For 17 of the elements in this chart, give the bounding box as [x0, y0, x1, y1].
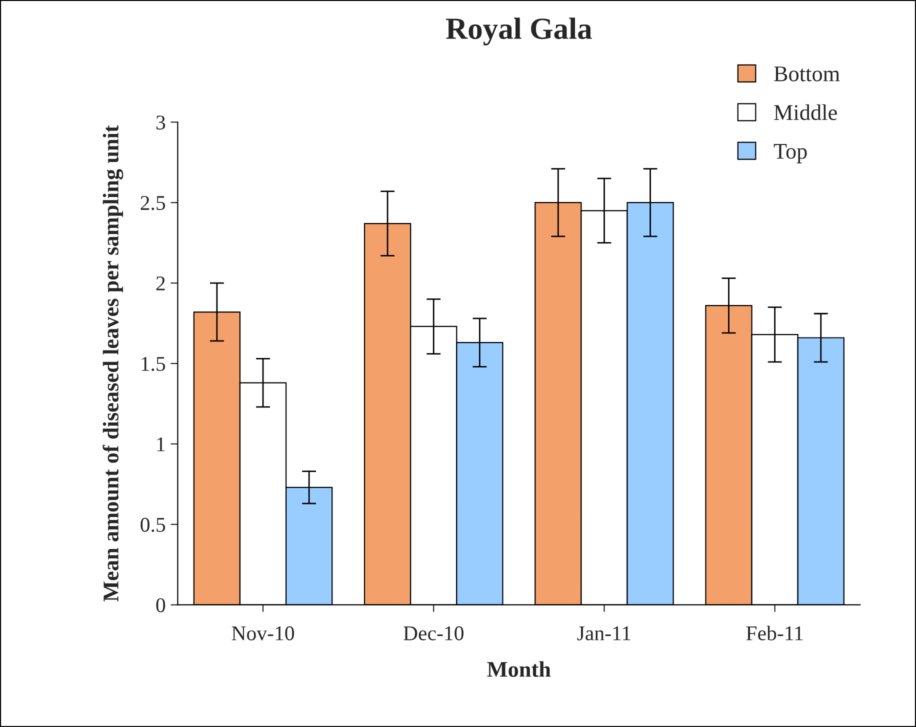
x-tick-label: Nov-10: [232, 626, 294, 640]
legend-label: Middle: [774, 104, 837, 120]
y-tick-label: 1.5: [142, 356, 166, 372]
legend-label: Bottom: [774, 66, 840, 82]
y-tick-label: 1: [157, 437, 165, 452]
y-tick-label: 0: [156, 598, 166, 612]
x-tick-label: Dec-10: [404, 626, 464, 640]
x-tick-label: Feb-11: [746, 626, 803, 640]
x-axis-title: Month: [487, 661, 551, 677]
y-tick-label: 2: [156, 276, 165, 290]
y-tick-label: 0.5: [140, 518, 166, 532]
y-axis-title: Mean amount of diseased leaves per sampling unit: [102, 125, 124, 602]
chart-title: Royal Gala: [446, 18, 592, 46]
y-tick-label: 2.5: [140, 196, 166, 210]
legend-label: Top: [774, 144, 807, 164]
x-tick-label: Jan-11: [577, 626, 630, 640]
y-tick-label: 3: [156, 116, 166, 130]
